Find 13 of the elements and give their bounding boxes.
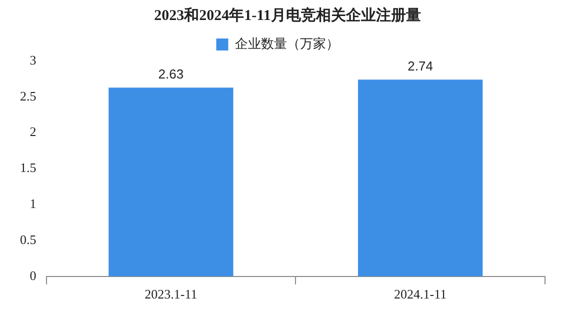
chart-title: 2023和2024年1-11月电竞相关企业注册量 xyxy=(153,6,422,26)
y-tick-label: 1.5 xyxy=(20,160,36,176)
y-tick-label: 3 xyxy=(30,52,36,68)
y-tick-label: 0 xyxy=(30,268,36,283)
legend-label: 企业数量（万家） xyxy=(234,36,339,52)
y-tick-label: 1 xyxy=(30,196,36,212)
x-tick-label: 2024.1-11 xyxy=(394,286,447,302)
x-tick-label: 2023.1-11 xyxy=(144,286,198,302)
data-label: 2.63 xyxy=(158,66,184,82)
data-label: 2.74 xyxy=(408,58,433,74)
y-tick-label: 2.5 xyxy=(20,88,36,104)
y-tick-label: 2 xyxy=(30,124,36,140)
y-tick-label: 0.5 xyxy=(20,232,36,247)
